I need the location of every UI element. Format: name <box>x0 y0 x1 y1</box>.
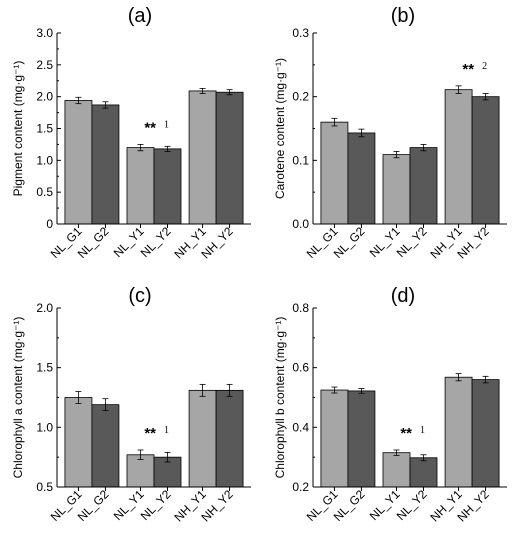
significance-marker: ** <box>400 425 412 442</box>
y-tick-label: 0 <box>46 217 53 231</box>
chart-panel-3: (c) 0.5 1.0 1.5 2.0 Chlorophyll a content (mg… <box>11 285 251 524</box>
y-tick-label: 0.1 <box>292 153 309 167</box>
bar <box>382 154 411 225</box>
panel-label: (b) <box>391 5 415 27</box>
bar <box>64 100 93 225</box>
bar <box>188 389 217 488</box>
y-tick-label: 1.5 <box>36 361 53 375</box>
bar <box>91 404 120 488</box>
y-axis-label: Chlorophyll a content (mg·g⁻¹) <box>11 317 25 479</box>
y-tick-label: 0.6 <box>292 361 309 375</box>
y-tick-label: 0.0 <box>292 217 309 231</box>
significance-superscript: 2 <box>482 61 487 72</box>
significance-superscript: 1 <box>164 119 169 130</box>
bar <box>153 148 182 225</box>
y-tick-label: 1.0 <box>36 420 53 434</box>
bar <box>126 454 155 488</box>
significance-marker: ** <box>144 425 156 442</box>
y-tick-label: 0.8 <box>292 301 309 315</box>
significance-marker: ** <box>144 119 156 136</box>
bar <box>126 147 155 225</box>
chart-panel-1: (a) 0 0.5 1.0 1.5 2.0 2.5 3.0 Pigment content (m… <box>11 5 251 261</box>
significance-superscript: 1 <box>164 425 169 436</box>
y-axis-label: Chlorophyll b content (mg·g⁻¹) <box>273 317 287 479</box>
bar <box>215 91 244 225</box>
y-tick-label: 0.5 <box>36 185 53 199</box>
significance-superscript: 1 <box>420 425 425 436</box>
x-tick-label: NL_Y2 <box>394 487 430 523</box>
y-tick-label: 1.0 <box>36 153 53 167</box>
x-tick-label: NL_Y2 <box>138 224 174 260</box>
bar <box>409 147 438 225</box>
x-tick-label: NL_G2 <box>331 224 368 261</box>
y-tick-label: 2.0 <box>36 90 53 104</box>
bar <box>64 397 93 488</box>
y-tick-label: 0.4 <box>292 420 309 434</box>
y-axis-label: Carotene content (mg·g⁻¹) <box>273 58 287 199</box>
y-tick-label: 0.3 <box>292 26 309 40</box>
panel-label: (d) <box>391 285 415 307</box>
panel-label: (c) <box>128 285 151 307</box>
bar <box>215 389 244 488</box>
bar <box>320 389 349 488</box>
x-tick-label: NL_Y2 <box>394 224 430 260</box>
bar <box>471 96 500 225</box>
y-tick-label: 0.5 <box>36 480 53 494</box>
bar <box>444 376 473 488</box>
bar <box>409 457 438 488</box>
y-axis-label: Pigment content (mg·g⁻¹) <box>11 61 25 197</box>
x-tick-label: NL_G2 <box>75 487 112 524</box>
y-tick-label: 3.0 <box>36 26 53 40</box>
chart-panel-2: (b) 0.0 0.1 0.2 0.3 Carotene content (mg·g⁻¹)… <box>273 5 507 261</box>
bar <box>471 379 500 488</box>
bar <box>188 90 217 225</box>
significance-marker: ** <box>462 61 474 78</box>
y-tick-label: 1.5 <box>36 122 53 136</box>
y-tick-label: 0.2 <box>292 480 309 494</box>
y-tick-label: 2.0 <box>36 301 53 315</box>
bar <box>320 121 349 225</box>
x-tick-label: NL_G2 <box>331 487 368 524</box>
bar <box>91 104 120 225</box>
chart-panel-4: (d) 0.2 0.4 0.6 0.8 Chlorophyll b content (mg… <box>273 285 507 524</box>
y-tick-label: 2.5 <box>36 58 53 72</box>
x-tick-label: NL_G2 <box>75 224 112 261</box>
y-tick-label: 0.2 <box>292 90 309 104</box>
bar <box>347 132 376 225</box>
panel-label: (a) <box>128 5 152 27</box>
bar <box>444 89 473 225</box>
x-tick-label: NL_Y2 <box>138 487 174 523</box>
bar <box>382 452 411 488</box>
bar <box>347 390 376 488</box>
